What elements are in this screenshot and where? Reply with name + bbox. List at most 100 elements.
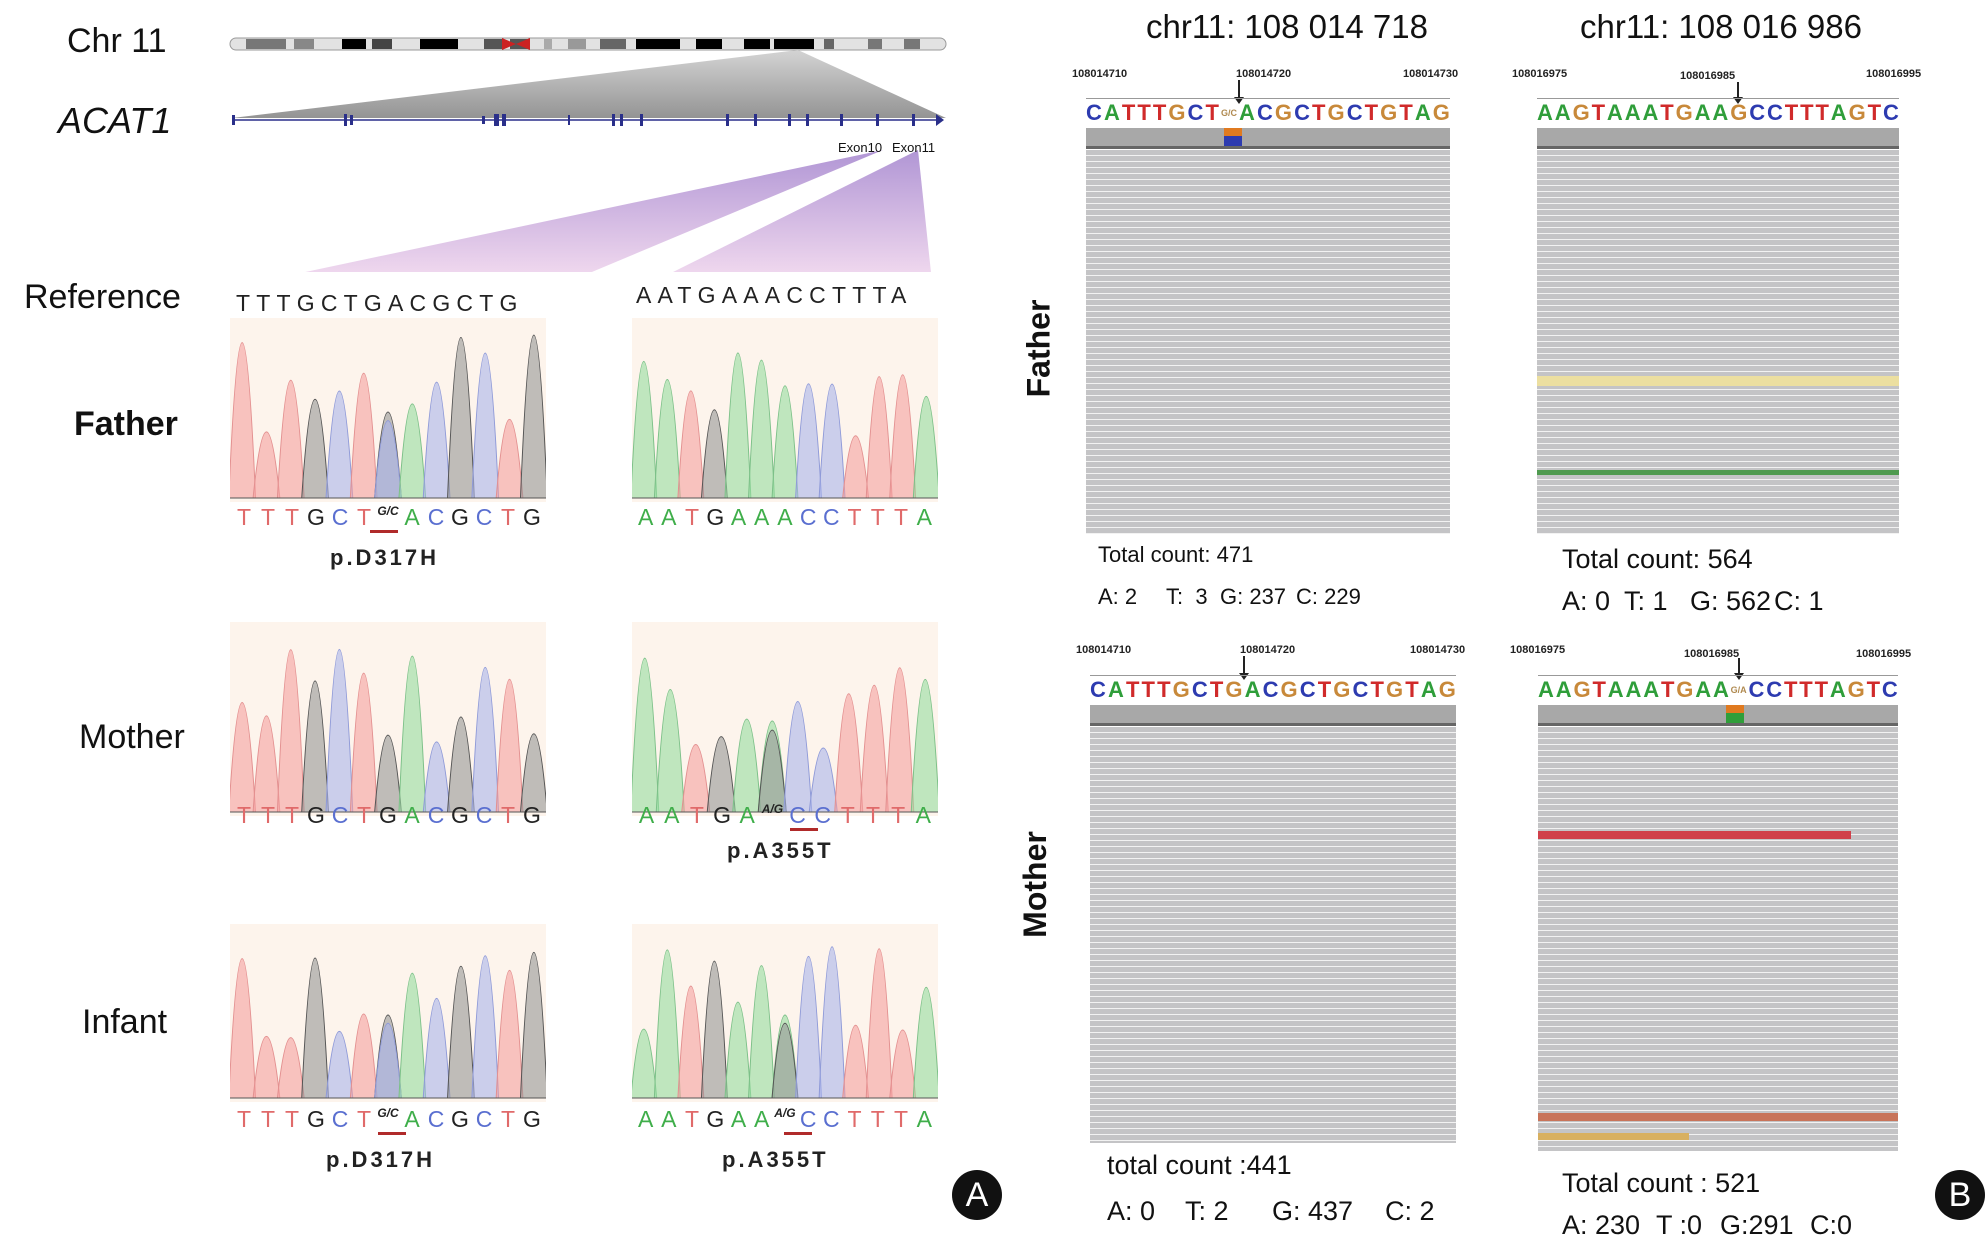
coverage-track[interactable] [1090, 705, 1456, 726]
count-c: C: 229 [1296, 584, 1361, 609]
chromatogram-peak [495, 970, 524, 1099]
chromatogram-peak [230, 701, 257, 813]
base-call: C [799, 504, 817, 530]
base-call: T [260, 802, 276, 828]
base-call: C [799, 1106, 817, 1132]
reference-base: T [1399, 100, 1413, 125]
chromatogram-peak [325, 1030, 354, 1099]
coord-mid: 108016985 [1680, 70, 1736, 82]
reference-base: T [1815, 100, 1829, 125]
chromatogram-peak [349, 373, 378, 499]
reference-base: C [1352, 677, 1369, 702]
read-highlight[interactable] [1537, 376, 1899, 386]
reference-base: A [1420, 677, 1437, 702]
base-call: T [236, 1106, 252, 1132]
reference-base: C [1346, 100, 1363, 125]
reference-base: G [1380, 100, 1398, 125]
reads-track[interactable] [1090, 727, 1456, 1143]
chromatogram-peak [865, 376, 893, 499]
reads-track[interactable] [1537, 150, 1899, 534]
chromatogram-peak [818, 383, 846, 499]
reference-base: T [1317, 677, 1332, 702]
coverage-track[interactable] [1538, 705, 1898, 726]
base-call: G [307, 1106, 325, 1132]
base-call: T [284, 504, 300, 530]
base-call: T [260, 504, 276, 530]
chromatogram-peak [398, 403, 427, 499]
chromatogram-mother-exon11 [632, 622, 938, 816]
variant-underline-mother-exon11 [790, 828, 818, 831]
panel-a-badge: A [952, 1170, 1002, 1220]
reference-base: A [1830, 100, 1847, 125]
chromatogram-peak [747, 965, 775, 1099]
chromatogram-peak [301, 680, 329, 813]
read-highlight[interactable] [1537, 470, 1899, 475]
locus-title-2: chr11: 108 016 986 [1580, 8, 1862, 45]
base-call: T [865, 802, 881, 828]
reference-base: T [1370, 677, 1384, 702]
count-t: T: 3 [1166, 584, 1208, 609]
count-c: C: 2 [1385, 1196, 1435, 1226]
coord-end: 108016995 [1856, 648, 1912, 660]
reads-track[interactable] [1086, 150, 1450, 534]
reads-track[interactable] [1538, 727, 1898, 1151]
chromatogram-peak [495, 678, 524, 813]
read-highlight[interactable] [1538, 1133, 1690, 1140]
reference-base: G [1572, 100, 1590, 125]
chromatogram-infant-exon10 [230, 924, 546, 1102]
base-call: A [637, 504, 654, 530]
chromosome-label: Chr 11 [67, 22, 167, 60]
chromatogram-peak [252, 1035, 281, 1099]
count-t: T :0 [1656, 1210, 1703, 1240]
base-call: T [870, 1106, 885, 1132]
coord-mid: 108016985 [1684, 648, 1740, 660]
total-count-mother-locus2: Total count : 521 [1562, 1168, 1761, 1198]
igv-ruler [1090, 675, 1456, 676]
reference-base: G [1327, 100, 1345, 125]
chromatogram-peak [700, 409, 728, 499]
reference-base: T [1592, 677, 1606, 702]
coverage-track[interactable] [1086, 128, 1450, 149]
reference-base: G [1438, 677, 1456, 702]
reference-base: G [1573, 677, 1591, 702]
reference-base: G [1333, 677, 1351, 702]
chromatogram-peak [885, 667, 915, 813]
base-call: A/G [761, 802, 784, 816]
base-call: T [893, 504, 909, 530]
locus-title-1: chr11: 108 014 718 [1146, 8, 1428, 45]
base-call: C [475, 802, 493, 828]
reference-base: C [1262, 677, 1279, 702]
base-call: A [730, 504, 747, 530]
read-highlight[interactable] [1538, 1113, 1898, 1121]
read-highlight[interactable] [1538, 831, 1852, 839]
base-call: T [685, 504, 700, 530]
base-call: G [451, 504, 469, 530]
reference-base: G [1432, 100, 1450, 125]
chromatogram-father-exon10 [230, 318, 546, 502]
count-a: A: 0 [1562, 586, 1611, 616]
reference-base: G [1386, 677, 1404, 702]
allele-bar-alt [1224, 128, 1243, 136]
variant-arrow-icon [1734, 658, 1744, 680]
chromatogram-peak [301, 399, 329, 499]
base-call: A [777, 504, 793, 530]
reference-base: T [1660, 677, 1675, 702]
chromatogram-peak [471, 352, 500, 499]
count-a: A: 0 [1107, 1196, 1156, 1226]
igv-panel-mother-locus2: A A G T A A A T G A A G/A C C T T T A G T C [1538, 673, 1898, 1151]
coverage-track[interactable] [1537, 128, 1899, 149]
reference-base: A [1554, 100, 1571, 125]
row-label-father: Father [74, 405, 178, 443]
chromatogram-peak [632, 658, 660, 813]
reference-base: A [1103, 100, 1120, 125]
reference-seq-exon11: AATGAAACCTTTA [636, 282, 913, 308]
panel-b-badge: B [1935, 1170, 1985, 1220]
count-g: G: 562 [1690, 586, 1772, 616]
reference-base: G [1168, 100, 1186, 125]
chromatogram-peak [842, 1025, 870, 1099]
chromatogram-peak [706, 736, 736, 813]
reference-base: C [1191, 677, 1208, 702]
reference-base: A [1538, 677, 1554, 702]
